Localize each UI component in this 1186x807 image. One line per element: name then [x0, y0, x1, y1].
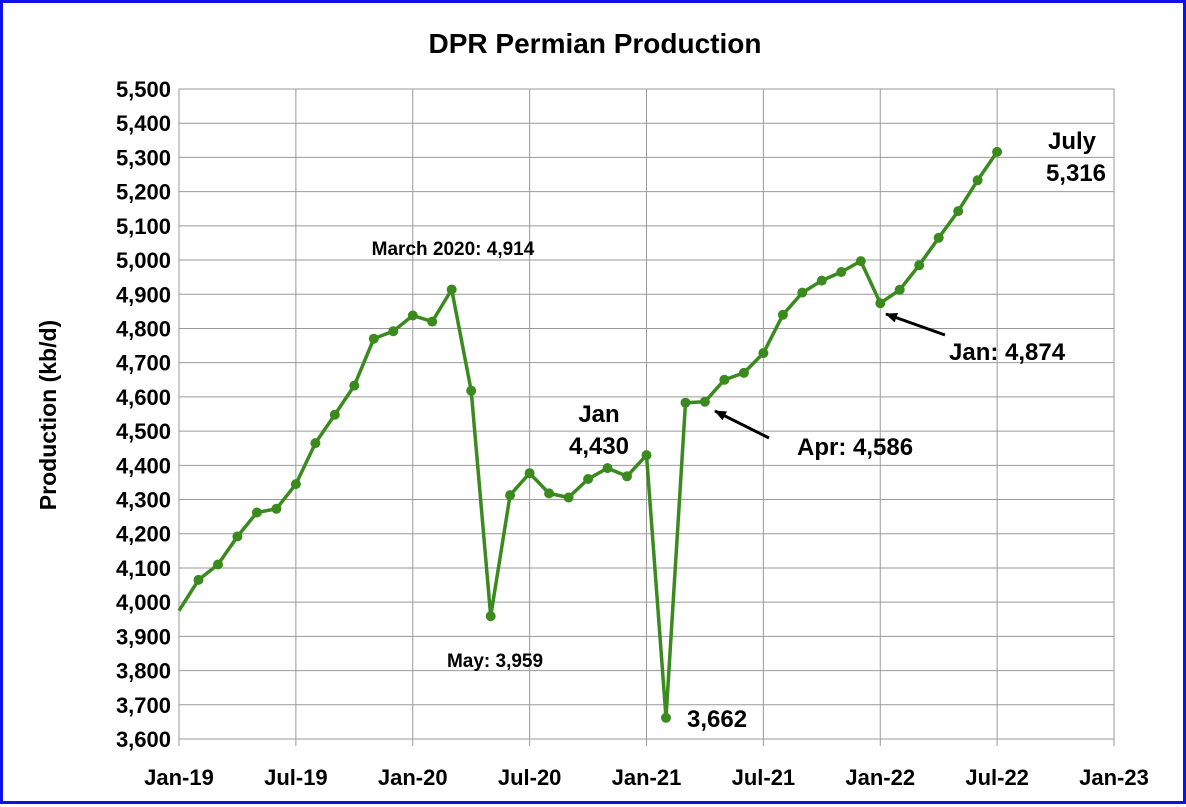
- data-point: [446, 284, 457, 295]
- data-point: [602, 463, 613, 474]
- x-tick-label: Jul-21: [732, 765, 796, 790]
- x-tick-label: Jan-19: [144, 765, 214, 790]
- data-point: [232, 531, 243, 542]
- annotation-march-2020: March 2020: 4,914: [372, 239, 535, 260]
- y-tick-label: 3,700: [116, 693, 171, 718]
- data-point: [427, 316, 438, 327]
- data-point: [349, 380, 360, 391]
- gridlines: [178, 89, 1115, 746]
- data-point: [953, 206, 964, 217]
- annotation-jan-2022: Jan: 4,874: [949, 339, 1066, 366]
- data-point: [505, 490, 516, 501]
- y-tick-label: 4,400: [116, 453, 171, 478]
- chart: DPR Permian Production Production (kb/d)…: [35, 28, 1149, 790]
- data-point: [992, 146, 1003, 157]
- y-axis-title: Production (kb/d): [35, 320, 61, 510]
- y-tick-label: 3,900: [116, 624, 171, 649]
- y-tick-label: 4,500: [116, 419, 171, 444]
- annotation-feb-low: 3,662: [687, 706, 747, 733]
- data-point: [914, 260, 925, 271]
- data-point: [271, 503, 282, 514]
- data-point: [407, 310, 418, 321]
- arrow-apr: [714, 409, 770, 440]
- data-point: [719, 374, 730, 385]
- annotation-jan-value: 4,430: [569, 433, 629, 460]
- data-point: [388, 326, 399, 337]
- data-point: [329, 409, 340, 420]
- data-point: [290, 479, 301, 490]
- data-point: [310, 438, 321, 449]
- data-point: [816, 275, 827, 286]
- annotation-july-label: July: [1048, 128, 1097, 155]
- y-tick-label: 5,100: [116, 214, 171, 239]
- y-tick-label: 4,100: [116, 556, 171, 581]
- y-tick-label: 4,900: [116, 282, 171, 307]
- data-point: [622, 471, 632, 482]
- arrow-jan-2022: [885, 312, 946, 337]
- y-tick-label: 5,300: [116, 145, 171, 170]
- y-tick-label: 4,000: [116, 590, 171, 615]
- y-tick-label: 3,800: [116, 659, 171, 684]
- data-point: [641, 450, 652, 461]
- y-tick-label: 5,200: [116, 180, 171, 205]
- data-point: [797, 287, 808, 298]
- y-tick-label: 4,200: [116, 522, 171, 547]
- x-tick-label: Jul-20: [498, 765, 562, 790]
- data-point: [583, 474, 594, 484]
- y-tick-label: 5,000: [116, 248, 171, 273]
- data-point: [894, 284, 905, 295]
- data-point: [563, 492, 574, 503]
- y-tick-label: 4,300: [116, 488, 171, 513]
- y-tick-label: 5,500: [116, 77, 171, 102]
- x-tick-label: Jul-19: [264, 765, 328, 790]
- data-point: [251, 507, 262, 518]
- plot-area-border: [178, 88, 1115, 740]
- data-point: [680, 397, 691, 408]
- y-tick-label: 3,600: [116, 727, 171, 752]
- chart-title: DPR Permian Production: [429, 28, 762, 59]
- y-tick-label: 4,700: [116, 351, 171, 376]
- data-point: [368, 333, 379, 344]
- annotation-may: May: 3,959: [447, 651, 543, 672]
- data-point: [777, 309, 788, 320]
- data-point: [485, 611, 496, 622]
- data-point: [699, 396, 710, 407]
- data-point: [933, 232, 944, 243]
- x-tick-label: Jan-22: [845, 765, 915, 790]
- data-point: [875, 298, 886, 309]
- annotation-apr: Apr: 4,586: [797, 434, 913, 461]
- data-point: [738, 367, 749, 378]
- series-production: [177, 146, 1003, 723]
- data-point: [466, 385, 477, 396]
- y-tick-labels: 3,600 3,700 3,800 3,900 4,000 4,100 4,200 4,300…: [116, 77, 171, 752]
- y-tick-label: 4,600: [116, 385, 171, 410]
- data-point: [758, 348, 769, 359]
- x-tick-label: Jan-21: [612, 765, 682, 790]
- annotation-july-value: 5,316: [1046, 160, 1106, 187]
- y-tick-label: 5,400: [116, 111, 171, 136]
- data-point: [972, 175, 983, 186]
- x-tick-label: Jan-23: [1079, 765, 1149, 790]
- data-point: [213, 559, 223, 570]
- data-point: [524, 468, 535, 479]
- y-tick-label: 4,800: [116, 316, 171, 341]
- data-point: [836, 267, 847, 277]
- data-point: [661, 712, 671, 723]
- x-tick-labels: Jan-19 Jul-19 Jan-20 Jul-20 Jan-21 Jul-21 Jan-…: [144, 765, 1149, 790]
- data-point: [544, 488, 555, 499]
- x-tick-label: Jul-22: [965, 765, 1029, 790]
- annotation-jan-label: Jan: [578, 401, 619, 428]
- x-tick-label: Jan-20: [378, 765, 448, 790]
- data-point: [855, 256, 866, 267]
- data-point: [193, 574, 204, 585]
